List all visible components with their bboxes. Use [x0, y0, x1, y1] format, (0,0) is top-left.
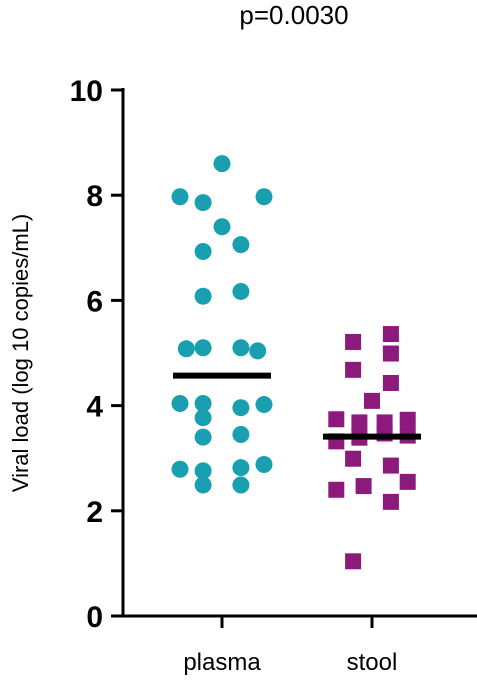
plasma-point [171, 188, 189, 206]
plasma-point [255, 456, 273, 474]
stool-point [351, 414, 368, 431]
plasma-point [232, 459, 250, 477]
stool-point [345, 361, 362, 378]
stool-point [345, 553, 362, 570]
p-value-annotation: p=0.0030 [239, 0, 348, 30]
plasma-point [232, 282, 250, 300]
plasma-point [232, 236, 250, 254]
y-tick-label: 2 [86, 496, 103, 529]
stool-point [364, 392, 380, 409]
x-ticks: plasma stool [183, 616, 397, 676]
y-tick-label: 6 [86, 285, 103, 318]
stool-point [382, 345, 399, 362]
plasma-point [194, 194, 212, 212]
data-points [171, 155, 416, 570]
y-tick-label: 0 [86, 601, 103, 634]
plasma-point [194, 394, 212, 412]
plasma-point [232, 399, 250, 417]
plasma-point [213, 218, 231, 236]
plasma-point [232, 339, 250, 357]
plasma-point [171, 394, 189, 412]
plasma-point [194, 428, 212, 446]
stool-point [399, 473, 416, 490]
plasma-point [177, 340, 195, 358]
plasma-point [194, 476, 212, 494]
x-category-label: stool [347, 649, 398, 676]
median-lines [173, 372, 421, 440]
plasma-point [232, 476, 250, 494]
plasma-point [194, 409, 212, 427]
plasma-point [194, 462, 212, 480]
plasma-point [171, 460, 189, 478]
plasma-point [194, 287, 212, 305]
stool-point [382, 493, 399, 510]
plasma-point [213, 155, 231, 173]
x-category-label: plasma [183, 649, 261, 676]
y-tick-label: 8 [86, 180, 103, 213]
stool-point [382, 457, 399, 474]
plasma-point [249, 342, 267, 360]
stool-point [328, 411, 345, 428]
y-tick-label: 4 [86, 391, 103, 424]
plasma-point [255, 396, 273, 414]
stool-point [345, 450, 362, 467]
stool-point [399, 411, 416, 428]
y-tick-label: 10 [70, 75, 103, 108]
plasma-point [194, 339, 212, 357]
plasma-point [232, 426, 250, 444]
stool-point [382, 326, 399, 343]
stool-point [355, 478, 372, 495]
stool-point [382, 374, 399, 391]
plasma-point [255, 188, 273, 206]
y-ticks: 0 2 4 6 8 10 [70, 75, 123, 634]
stool-point [345, 333, 362, 350]
stool-point [328, 481, 345, 498]
y-axis-label: Viral load (log 10 copies/mL) [8, 214, 33, 492]
plasma-point [194, 242, 212, 260]
